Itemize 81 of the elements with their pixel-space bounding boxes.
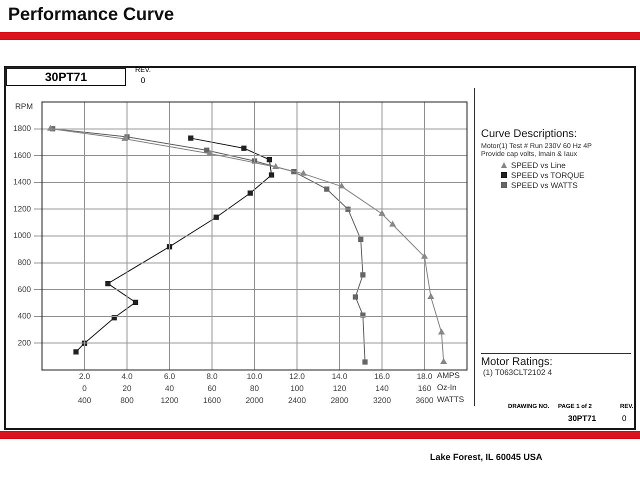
point — [266, 157, 272, 162]
x-tick-label: 2000 — [246, 396, 264, 406]
point — [362, 359, 368, 365]
point — [105, 280, 110, 286]
x-tick-label: 100 — [290, 384, 304, 394]
point — [204, 148, 210, 153]
chart-title: Performance Curve — [8, 4, 174, 25]
legend-label: SPEED vs WATTS — [511, 180, 578, 190]
point — [300, 170, 306, 176]
point — [248, 190, 253, 196]
x-tick-label: 12.0 — [289, 372, 306, 382]
y-tick-label: 1800 — [13, 124, 32, 134]
point — [421, 253, 428, 259]
y-tick-label: 600 — [18, 284, 32, 294]
x-tick-label: 8.0 — [206, 372, 218, 382]
point — [47, 125, 54, 131]
y-tick-label: 1200 — [13, 204, 32, 214]
y-tick-label: 400 — [18, 312, 32, 321]
text: 0 — [140, 76, 146, 85]
y-axis-title: RPM — [15, 102, 34, 112]
x-tick-label: 16.0 — [374, 372, 390, 382]
x-tick-label: 4.0 — [121, 372, 134, 382]
point — [73, 349, 79, 355]
x-tick-label: 2.0 — [78, 372, 91, 382]
point — [272, 163, 279, 169]
point — [206, 150, 213, 156]
x-tick-label: 800 — [120, 396, 134, 406]
x-tick-label: 80 — [250, 384, 260, 394]
text: 0 — [622, 414, 626, 423]
x-tick-label: 1200 — [160, 396, 179, 406]
x-axis-title: Oz-In — [437, 383, 457, 392]
text: Lake Forest, IL 60045 USA — [430, 452, 542, 462]
y-tick-label: 1400 — [13, 178, 32, 187]
point — [440, 358, 447, 364]
text: (1) T063CLT2102 4 — [483, 368, 552, 377]
x-tick-label: 0 — [82, 384, 88, 394]
y-tick-label: 800 — [18, 258, 32, 268]
point — [112, 315, 117, 320]
text: 30PT71 — [568, 414, 596, 423]
text: Motor Ratings: — [481, 353, 631, 368]
y-tick-label: 200 — [18, 338, 32, 348]
chart-subtitle: 30PT71 — [6, 68, 126, 86]
x-axis-title: WATTS — [437, 395, 464, 404]
legend-title: Curve Descriptions: — [481, 128, 577, 140]
x-tick-label: 3600 — [416, 396, 434, 406]
y-tick-label: 1600 — [13, 150, 32, 160]
point — [338, 182, 345, 188]
point — [291, 169, 296, 174]
x-tick-label: 14.0 — [332, 372, 348, 382]
y-tick-label: 1000 — [13, 231, 32, 240]
point — [360, 272, 366, 278]
legend-label: SPEED vs TORQUE — [511, 170, 584, 180]
x-tick-label: 1600 — [203, 396, 222, 406]
x-tick-label: 160 — [418, 384, 432, 394]
point — [358, 236, 364, 242]
x-tick-label: 140 — [375, 384, 390, 394]
x-tick-label: 6.0 — [164, 372, 176, 382]
x-tick-label: 10.0 — [246, 372, 263, 382]
x-tick-label: 40 — [165, 384, 174, 394]
x-tick-label: 2400 — [288, 396, 306, 406]
x-tick-label: 2800 — [330, 396, 349, 406]
point — [438, 328, 445, 334]
legend-label: SPEED vs Line — [511, 160, 566, 170]
point — [352, 294, 358, 300]
point — [324, 186, 330, 192]
x-tick-label: 400 — [78, 396, 92, 406]
point — [390, 221, 396, 227]
point — [132, 300, 138, 305]
x-tick-label: 18.0 — [416, 372, 433, 382]
x-axis-title: AMPS — [437, 371, 460, 380]
point — [428, 293, 434, 299]
x-tick-label: 3200 — [373, 396, 392, 406]
point — [268, 172, 274, 178]
point — [188, 136, 194, 141]
point — [122, 135, 128, 141]
x-tick-label: 20 — [122, 384, 132, 394]
x-tick-label: 120 — [332, 384, 347, 394]
x-tick-label: 60 — [208, 384, 217, 394]
point — [378, 210, 386, 216]
point — [241, 146, 246, 151]
point — [214, 214, 219, 220]
